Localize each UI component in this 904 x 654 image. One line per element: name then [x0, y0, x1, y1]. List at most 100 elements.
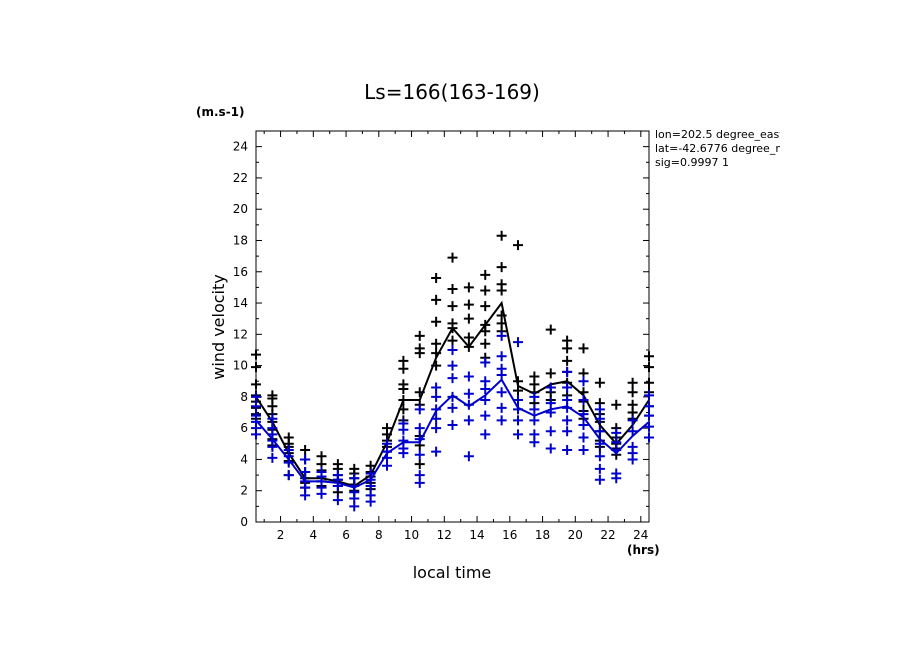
sample-point-series-2	[644, 410, 654, 421]
sample-point-series-2	[627, 426, 638, 437]
sample-point-series-1	[644, 362, 654, 373]
sample-point-series-2	[611, 473, 622, 484]
sample-point-series-2	[398, 448, 409, 459]
sample-point-series-2	[480, 429, 491, 440]
y-tick-label: 4	[240, 452, 248, 466]
sample-point-series-1	[463, 341, 474, 352]
sample-point-series-1	[562, 343, 573, 354]
sample-point-series-2	[545, 407, 556, 418]
sample-point-series-1	[611, 399, 622, 410]
sample-point-series-2	[513, 429, 523, 440]
sample-point-series-1	[513, 376, 523, 387]
sample-point-series-2	[545, 382, 556, 393]
sample-point-series-2	[332, 495, 343, 506]
sample-point-series-2	[447, 402, 458, 413]
sample-point-series-1	[431, 294, 442, 305]
sample-point-series-2	[431, 382, 442, 393]
sample-point-series-2	[594, 404, 605, 415]
sample-point-series-1	[447, 335, 458, 346]
sample-point-series-2	[316, 488, 327, 499]
sample-point-series-2	[496, 351, 507, 362]
sample-point-series-2	[300, 490, 311, 501]
sample-point-series-2	[382, 460, 392, 471]
sample-point-series-2	[644, 401, 654, 412]
sample-point-series-1	[463, 332, 474, 343]
sample-point-series-1	[431, 316, 442, 327]
sample-point-series-2	[627, 415, 638, 426]
sample-point-series-2	[578, 395, 589, 406]
y-tick-label: 10	[233, 359, 248, 373]
sample-point-series-1	[398, 395, 409, 406]
annotation-sig: sig=0.9997 1	[655, 156, 729, 169]
sample-point-series-2	[496, 369, 507, 380]
y-tick-label: 22	[233, 171, 248, 185]
sample-point-series-2	[463, 388, 474, 399]
sample-point-series-2	[447, 391, 458, 402]
x-tick-label: 24	[633, 528, 648, 542]
plot-frame	[255, 130, 650, 523]
sample-point-series-2	[578, 420, 589, 431]
y-tick-label: 16	[233, 265, 248, 279]
sample-point-series-1	[447, 301, 458, 312]
sample-point-series-2	[365, 496, 376, 507]
sample-point-series-1	[431, 360, 442, 371]
sample-point-series-2	[414, 404, 425, 415]
sample-point-series-2	[578, 432, 589, 443]
sample-point-series-2	[463, 399, 474, 410]
sample-point-series-2	[545, 398, 556, 409]
sample-point-series-1	[414, 459, 425, 470]
sample-point-series-1	[414, 348, 425, 359]
sample-point-series-2	[414, 477, 425, 488]
sample-point-series-1	[545, 368, 556, 379]
annotation-lat: lat=-42.6776 degree_north	[655, 142, 805, 155]
x-axis-unit: (hrs)	[627, 543, 660, 557]
sample-point-series-2	[463, 371, 474, 382]
sample-point-series-2	[414, 423, 425, 434]
sample-point-series-1	[562, 355, 573, 366]
sample-point-series-2	[513, 404, 523, 415]
sample-point-series-2	[480, 410, 491, 421]
sample-point-series-2	[594, 426, 605, 437]
sample-point-series-1	[414, 387, 425, 398]
x-tick-label: 4	[309, 528, 317, 542]
y-axis-unit: (m.s-1)	[196, 105, 245, 119]
sample-point-series-1	[398, 363, 409, 374]
sample-point-series-2	[431, 423, 442, 434]
sample-point-series-2	[513, 415, 523, 426]
sample-point-series-1	[545, 324, 556, 335]
sample-point-series-2	[529, 404, 540, 415]
sample-point-series-2	[283, 457, 294, 468]
sample-point-series-2	[480, 395, 491, 406]
x-tick-label: 10	[404, 528, 419, 542]
sample-point-series-1	[644, 351, 654, 362]
sample-point-series-2	[431, 413, 442, 424]
y-tick-label: 6	[240, 421, 248, 435]
y-tick-label: 20	[233, 202, 248, 216]
sample-point-series-2	[562, 366, 573, 377]
sample-point-series-1	[414, 330, 425, 341]
sample-point-series-1	[251, 379, 261, 390]
sample-point-series-1	[627, 377, 638, 388]
sample-point-series-2	[562, 445, 573, 456]
sample-point-series-2	[300, 454, 311, 465]
x-axis-label: local time	[413, 563, 492, 582]
x-tick-label: 6	[342, 528, 350, 542]
sample-point-series-1	[480, 269, 491, 280]
sample-point-series-2	[365, 481, 376, 492]
sample-point-series-2	[644, 421, 654, 432]
sample-point-series-2	[594, 451, 605, 462]
sample-point-series-2	[447, 420, 458, 431]
annotation-block: lon=202.5 degree_east lat=-42.6776 degre…	[655, 128, 805, 169]
sample-point-series-2	[283, 470, 294, 481]
sample-point-series-1	[398, 404, 409, 415]
sample-point-series-1	[463, 282, 474, 293]
sample-point-series-1	[300, 445, 311, 456]
sample-point-series-1	[431, 338, 442, 349]
sample-point-series-2	[578, 376, 589, 387]
sample-point-series-2	[267, 441, 278, 452]
sample-point-series-1	[480, 338, 491, 349]
sample-point-series-2	[300, 466, 311, 477]
sample-point-series-2	[496, 415, 507, 426]
